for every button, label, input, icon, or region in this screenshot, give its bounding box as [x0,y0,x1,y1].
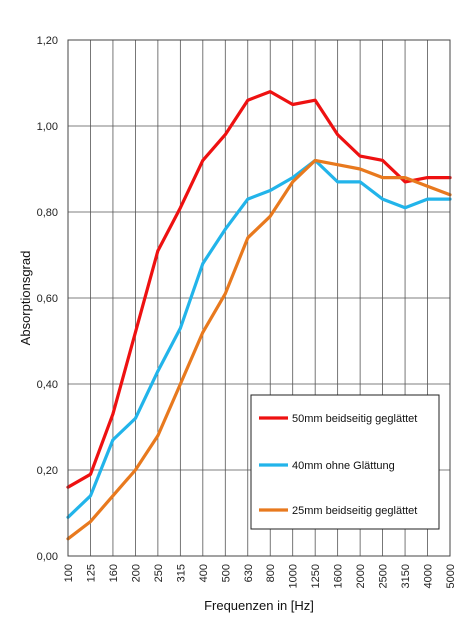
series-line [66,158,452,519]
x-tick-label: 5000 [445,564,457,588]
x-tick-label: 250 [153,564,165,582]
legend-label: 40mm ohne Glättung [292,460,395,472]
x-tick-label: 2000 [355,564,367,588]
legend: 50mm beidseitig geglättet 40mm ohne Glätt… [250,394,440,530]
x-tick-label: 1600 [333,564,345,588]
x-tick-label: 200 [130,564,142,582]
series-lines [66,89,452,541]
x-tick-label: 125 [85,564,97,582]
x-tick-label: 400 [198,564,210,582]
y-tick-labels: 0,00 0,20 0,40 0,60 0,80 1,00 1,20 [37,35,58,563]
x-tick-label: 800 [265,564,277,582]
y-tick-label: 1,00 [37,121,58,133]
legend-label: 50mm beidseitig geglättet [292,413,417,425]
x-tick-label: 160 [108,564,120,582]
x-tick-label: 315 [175,564,187,582]
x-tick-label: 630 [243,564,255,582]
y-tick-label: 0,40 [37,379,58,391]
x-tick-label: 2500 [378,564,390,588]
x-tick-label: 1000 [288,564,300,588]
x-tick-label: 4000 [423,564,435,588]
x-tick-label: 500 [220,564,232,582]
y-tick-label: 0,00 [37,551,58,563]
series-line [66,158,452,541]
x-axis-title: Frequenzen in [Hz] [204,598,314,613]
y-tick-label: 0,20 [37,465,58,477]
y-tick-label: 1,20 [37,35,58,47]
x-tick-label: 1250 [310,564,322,588]
plot-frame [67,39,451,557]
legend-label: 25mm beidseitig geglättet [292,505,417,517]
series-line [66,89,452,489]
y-axis-title: Absorptionsgrad [18,251,33,346]
x-tick-labels: 100 125 160 200 250 315 400 500 630 800 1000 1250 16… [63,564,457,588]
y-tick-label: 0,60 [37,293,58,305]
x-tick-label: 100 [63,564,75,582]
y-tick-label: 0,80 [37,207,58,219]
x-tick-label: 3150 [400,564,412,588]
